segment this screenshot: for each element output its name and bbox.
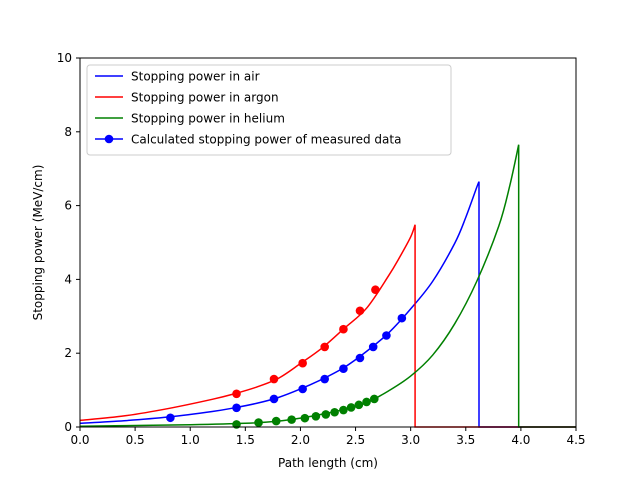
data-point-argon (298, 358, 307, 368)
markers-layer (166, 285, 407, 429)
x-tick-label: 2.5 (346, 433, 365, 447)
data-point-air (269, 394, 279, 404)
data-point-helium (254, 418, 263, 427)
y-tick-label: 6 (64, 199, 72, 213)
data-point-air (320, 374, 329, 384)
data-point-helium (287, 415, 296, 424)
y-tick-label: 2 (64, 346, 72, 360)
data-point-air (232, 403, 241, 413)
data-point-helium (369, 394, 379, 404)
data-point-air (298, 384, 307, 394)
x-tick-label: 2.0 (291, 433, 310, 447)
data-point-argon (269, 374, 279, 384)
data-point-argon (320, 342, 329, 352)
data-point-helium (346, 403, 356, 412)
y-tick-label: 8 (64, 125, 72, 139)
data-point-air (382, 331, 391, 340)
plot-frame (79, 57, 577, 428)
legend-entry-label: Stopping power in helium (131, 112, 285, 126)
data-point-helium (300, 413, 310, 423)
data-point-air (355, 353, 365, 363)
y-tick-label: 0 (64, 420, 72, 434)
data-point-helium (311, 412, 321, 421)
data-point-helium (339, 405, 348, 415)
x-tick-label: 0.0 (70, 433, 89, 447)
legend-entry-label: Calculated stopping power of measured da… (131, 133, 401, 147)
series-line-stopping-power-in-helium (80, 144, 576, 428)
legend: Stopping power in air Stopping power in a… (86, 64, 452, 156)
data-point-air (166, 413, 175, 423)
x-tick-label: 4.0 (511, 433, 530, 447)
x-tick-label: 0.5 (126, 433, 145, 447)
data-point-argon (339, 324, 348, 334)
x-tick-label: 1.5 (236, 433, 255, 447)
data-point-air (368, 342, 378, 352)
x-tick-label: 1.0 (181, 433, 200, 447)
data-point-argon (355, 306, 365, 316)
data-point-argon (371, 285, 380, 295)
data-point-air (397, 313, 407, 323)
legend-entry-label: Stopping power in air (131, 70, 260, 84)
data-point-argon (232, 389, 241, 399)
data-point-helium (362, 397, 371, 407)
x-axis-ticks: 0.0 0.5 1.0 1.5 2.0 2.5 3.0 3.5 4.0 4.5 (70, 427, 586, 447)
x-tick-label: 3.5 (456, 433, 475, 447)
data-point-helium (321, 410, 331, 419)
y-axis-ticks: 0 2 4 6 8 10 (57, 51, 80, 434)
series-line-stopping-power-in-air (80, 181, 576, 428)
legend-swatch-marker (104, 134, 114, 144)
y-axis-label: Stopping power (MeV/cm) (31, 165, 45, 321)
data-point-helium (271, 416, 281, 426)
y-tick-label: 4 (64, 272, 72, 286)
data-point-helium (354, 400, 364, 410)
data-point-helium (330, 407, 339, 417)
x-tick-label: 4.5 (566, 433, 585, 447)
x-tick-label: 3.0 (401, 433, 420, 447)
y-tick-label: 10 (57, 51, 72, 65)
legend-box (86, 64, 452, 156)
data-point-air (339, 364, 348, 374)
legend-entry-label: Stopping power in argon (131, 91, 279, 105)
x-axis-label: Path length (cm) (278, 456, 378, 470)
